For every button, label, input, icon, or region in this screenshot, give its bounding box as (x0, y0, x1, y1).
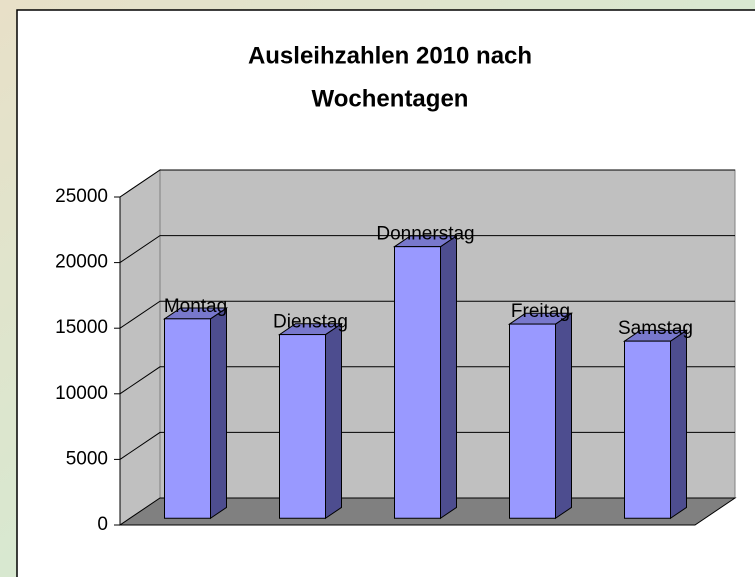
bar (509, 323, 556, 519)
grid-line (119, 235, 735, 264)
y-tick-label: 10000 (55, 383, 108, 404)
y-tick-label: 20000 (55, 252, 108, 273)
bar-side (210, 307, 227, 520)
bar (624, 340, 671, 519)
bar (394, 246, 441, 519)
bar-side (670, 329, 687, 520)
bar-side (325, 322, 342, 520)
chart-title: Ausleihzahlen 2010 nach (248, 42, 532, 69)
bar (164, 318, 211, 519)
data-label: Samstag (618, 318, 693, 339)
bar-side (555, 312, 572, 520)
bar (279, 334, 326, 519)
grid-line (119, 300, 735, 329)
y-tick-label: 0 (97, 514, 108, 535)
chart-title: Wochentagen (312, 85, 469, 112)
plot: 0 5000 10000 15000 20000 25000 Montag Dienstag D… (55, 169, 737, 535)
data-label: Freitag (511, 301, 570, 322)
y-tick-label: 15000 (55, 317, 108, 338)
y-tick-label: 25000 (55, 186, 108, 207)
data-label: Montag (164, 296, 227, 317)
y-tick-label: 5000 (66, 448, 108, 469)
bar-side (440, 234, 457, 520)
data-label: Donnerstag (376, 224, 474, 245)
data-label: Dienstag (273, 312, 348, 333)
side-wall (119, 169, 161, 526)
grid-line (119, 169, 735, 198)
